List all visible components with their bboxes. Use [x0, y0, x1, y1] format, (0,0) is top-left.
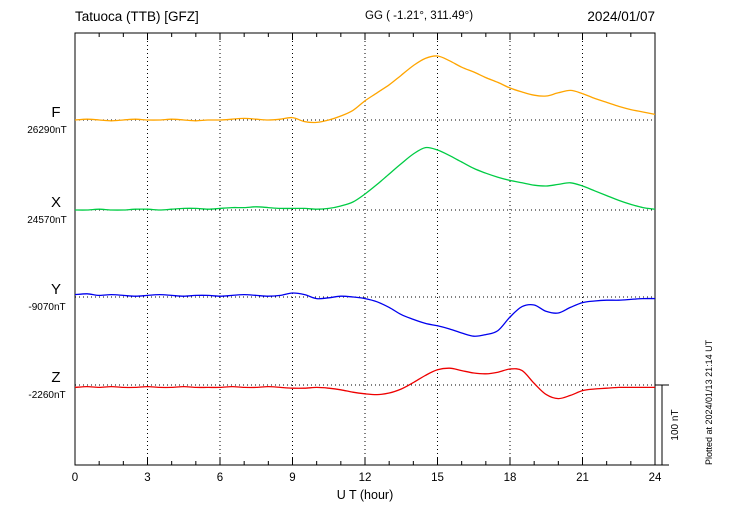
x-tick-label: 0	[72, 472, 78, 484]
baselines	[75, 119, 655, 386]
station-title: Tatuoca (TTB) [GFZ]	[75, 9, 199, 24]
x-tick-label: 24	[649, 472, 662, 484]
series-label-X: X	[51, 194, 61, 211]
scalebar: 100 nT	[655, 384, 681, 466]
series-baseline-value-F: 26290nT	[27, 125, 66, 136]
x-tick-label: 21	[576, 472, 589, 484]
trace-Y	[74, 292, 656, 337]
traces	[74, 55, 656, 400]
plot-date: 2024/01/07	[587, 9, 655, 24]
x-tick-label: 3	[144, 472, 150, 484]
ticks	[74, 33, 656, 465]
series-labels: F 26290nT X 24570nT Y -9070nT Z -2260nT	[27, 104, 66, 401]
trace-X	[74, 146, 656, 211]
tick-labels: 0 3 6 9 12 15 18 21 24	[72, 472, 662, 484]
x-tick-label: 6	[217, 472, 223, 484]
trace-Z	[74, 367, 655, 400]
gg-coordinates: GG ( -1.21°, 311.49°)	[365, 10, 473, 22]
series-baseline-value-Z: -2260nT	[28, 390, 65, 401]
series-baseline-value-X: 24570nT	[27, 215, 66, 226]
x-tick-label: 9	[289, 472, 295, 484]
series-baseline-value-Y: -9070nT	[28, 302, 65, 313]
scalebar-bracket	[655, 384, 669, 466]
scalebar-label: 100 nT	[670, 409, 681, 440]
header: Tatuoca (TTB) [GFZ] GG ( -1.21°, 311.49°…	[75, 9, 655, 24]
series-label-F: F	[51, 104, 60, 121]
x-tick-label: 12	[359, 472, 372, 484]
series-label-Z: Z	[51, 369, 60, 386]
gridlines	[147, 33, 583, 465]
x-tick-label: 18	[504, 472, 517, 484]
plotted-at-note: Plotted at 2024/01/13 21:14 UT	[704, 339, 714, 465]
series-label-Y: Y	[51, 281, 61, 298]
x-tick-label: 15	[431, 472, 444, 484]
trace-F	[74, 55, 656, 124]
x-axis-label: U T (hour)	[337, 488, 394, 502]
